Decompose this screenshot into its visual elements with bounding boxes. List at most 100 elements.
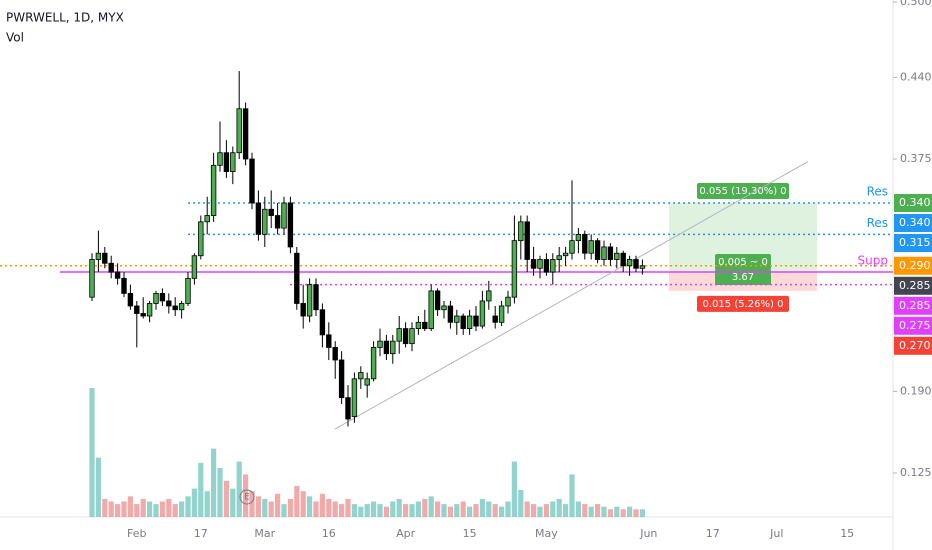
- candle-body: [332, 347, 338, 361]
- volume-bar: [166, 498, 172, 517]
- ratio-label-bg: [715, 269, 771, 286]
- volume-bar: [115, 504, 121, 517]
- candle-body: [441, 305, 447, 311]
- volume-bar: [537, 506, 543, 517]
- candle-body: [607, 246, 614, 260]
- candle-body: [594, 240, 601, 260]
- candle-body: [351, 378, 358, 417]
- volume-bar: [460, 501, 466, 517]
- volume-bar: [582, 504, 588, 517]
- candle-body: [326, 334, 332, 348]
- candle-body: [95, 252, 102, 260]
- candle-body: [274, 215, 281, 229]
- candle-body: [556, 255, 562, 260]
- candle-body: [210, 164, 217, 216]
- candle-body: [178, 303, 185, 311]
- volume-bar: [255, 496, 261, 517]
- candle-body: [428, 290, 434, 329]
- candle-body: [294, 252, 300, 304]
- volume-bar: [620, 509, 626, 517]
- candle-body: [198, 221, 204, 257]
- candle-body: [255, 202, 262, 235]
- x-tick-label: Mar: [254, 527, 275, 540]
- volume-bar: [588, 506, 594, 517]
- volume-bar: [313, 501, 319, 517]
- volume-bar: [575, 501, 581, 517]
- x-tick-label: 17: [706, 527, 720, 540]
- candle-body: [569, 240, 575, 254]
- volume-bar: [639, 509, 645, 517]
- candle-body: [102, 252, 108, 264]
- target-label-bg: [697, 182, 789, 199]
- volume-bar: [198, 462, 204, 517]
- volume-bar: [223, 480, 229, 517]
- candle-body: [601, 246, 607, 260]
- volume-bar: [531, 504, 537, 517]
- volume-bar: [236, 461, 242, 517]
- candle-body: [639, 265, 646, 269]
- candle-body: [223, 152, 230, 172]
- candle-body: [114, 271, 121, 279]
- x-tick-label: 15: [840, 527, 854, 540]
- volume-bar: [543, 504, 549, 517]
- volume-bar: [473, 504, 479, 517]
- volume-bar: [211, 448, 217, 517]
- price-label-bg: [894, 256, 932, 275]
- candle-body: [537, 259, 543, 269]
- y-tick-label: 0.500: [900, 0, 932, 8]
- volume-bar: [204, 491, 210, 517]
- candle-body: [345, 397, 351, 420]
- candle-body: [582, 233, 588, 254]
- volume-bar: [563, 504, 569, 517]
- candle-body: [447, 305, 454, 323]
- x-tick-label: Jul: [769, 527, 783, 540]
- price-label-bg: [894, 316, 932, 335]
- candle-body: [262, 208, 268, 235]
- candle-body: [166, 300, 172, 307]
- candle-body: [390, 340, 396, 355]
- y-tick-label: 0.190: [900, 384, 932, 397]
- candle-body: [479, 300, 486, 327]
- x-tick-label: Feb: [127, 527, 146, 540]
- candle-body: [473, 315, 479, 327]
- volume-bar: [95, 457, 101, 517]
- volume-bar: [217, 467, 223, 517]
- candle-body: [396, 328, 402, 342]
- volume-bar: [179, 501, 185, 517]
- y-tick-label: 0.125: [900, 466, 932, 479]
- candle-body: [454, 315, 460, 323]
- price-label: 0.285: [899, 279, 931, 292]
- candle-body: [146, 303, 153, 317]
- volume-label: Vol: [6, 31, 24, 45]
- x-tick-label: Apr: [396, 527, 416, 540]
- candle-body: [550, 259, 556, 273]
- price-label-bg: [894, 233, 932, 252]
- price-label-bg: [894, 213, 932, 232]
- price-label: 0.340: [899, 216, 931, 229]
- candle-body: [319, 309, 326, 336]
- candle-body: [614, 252, 620, 260]
- price-label: 0.340: [899, 196, 931, 209]
- volume-bar: [134, 504, 140, 517]
- candle-body: [524, 221, 530, 260]
- candle-body: [306, 284, 313, 317]
- volume-bar: [294, 486, 300, 517]
- volume-bar: [627, 506, 633, 517]
- volume-bar: [441, 504, 447, 517]
- candle-body: [185, 277, 191, 304]
- volume-bar: [172, 504, 178, 517]
- price-label-bg: [894, 336, 932, 355]
- volume-bar: [153, 504, 159, 517]
- volume-bar: [108, 501, 114, 517]
- candle-body: [575, 233, 582, 242]
- volume-bar: [377, 504, 383, 517]
- volume-bar: [486, 501, 492, 517]
- volume-bar: [396, 498, 402, 517]
- entry-label: 0.005 ~ 0: [718, 257, 768, 268]
- volume-bar: [102, 498, 108, 517]
- price-label: 0.275: [899, 319, 931, 332]
- volume-bar: [499, 506, 505, 517]
- candle-body: [134, 305, 140, 314]
- candle-body: [492, 315, 498, 323]
